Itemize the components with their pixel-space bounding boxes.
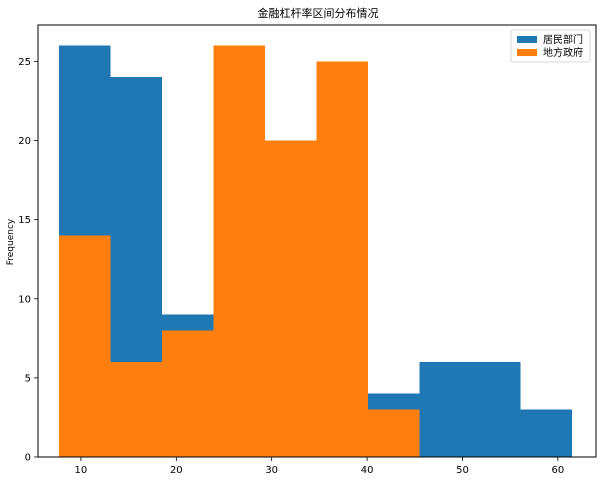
bar-series-1-bin-4 (265, 140, 317, 457)
bar-series-1-bin-5 (316, 61, 369, 458)
y-tick-label-1: 5 (25, 373, 31, 384)
axes-layer: 10 20 30 40 50 60 0 5 10 15 20 25 (18, 24, 597, 476)
y-tick-label-3: 15 (18, 215, 31, 226)
x-tick-label-2: 30 (265, 465, 278, 476)
bars-layer (58, 45, 573, 458)
legend-swatch-0 (517, 36, 537, 43)
y-axis-label: Frequency (6, 218, 16, 265)
x-tick-label-1: 20 (170, 465, 183, 476)
bar-series-1-bin-6 (368, 409, 420, 457)
bar-series-1-bin-3 (213, 45, 266, 457)
bar-series-0-bin-9 (520, 409, 573, 457)
legend-label-1: 地方政府 (543, 46, 583, 59)
x-tick-label-5: 60 (551, 465, 564, 476)
x-tick-label-0: 10 (75, 465, 88, 476)
legend-swatch-1 (517, 49, 537, 56)
chart-title: 金融杠杆率区间分布情况 (258, 6, 379, 20)
y-tick-label-2: 10 (18, 294, 31, 305)
bar-series-0-bin-8 (471, 362, 521, 457)
bar-series-1-bin-1 (110, 362, 162, 457)
x-tick-label-4: 50 (456, 465, 469, 476)
legend-label-0: 居民部门 (543, 33, 583, 46)
bar-series-0-bin-7 (419, 362, 472, 457)
bar-series-1-bin-0 (58, 235, 111, 457)
bar-series-1-bin-2 (162, 330, 214, 457)
x-tick-label-3: 40 (361, 465, 374, 476)
y-tick-label-5: 25 (18, 57, 31, 68)
y-tick-label-0: 0 (25, 453, 31, 464)
plot-frame (37, 24, 597, 458)
y-tick-label-4: 20 (18, 136, 31, 147)
